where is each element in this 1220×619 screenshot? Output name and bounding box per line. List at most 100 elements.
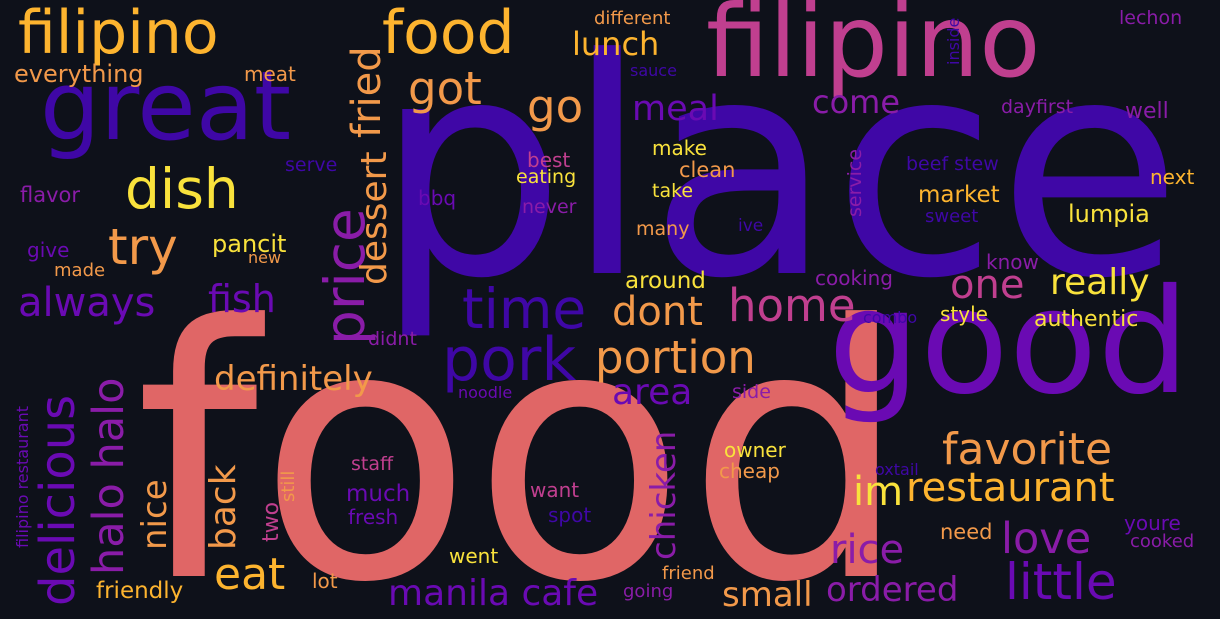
word-different-47: different (594, 8, 671, 29)
word-pancit-21: pancit (212, 230, 287, 258)
word-spot-89: spot (548, 503, 592, 527)
word-give-70: give (27, 238, 70, 262)
word-ive-69: ive (738, 216, 764, 236)
word-chicken-34: chicken (644, 430, 684, 560)
word-going-99: going (623, 581, 674, 602)
word-well-52: well (1125, 99, 1169, 124)
word-delicious-31: delicious (30, 394, 86, 606)
word-dont-26: dont (612, 289, 703, 335)
word-friend-97: friend (662, 563, 715, 584)
word-two-87: two (259, 501, 284, 542)
word-love-41: love (1001, 514, 1092, 564)
word-flavor-65: flavor (20, 183, 81, 207)
word-many-68: many (636, 218, 690, 240)
word-lumpia-64: lumpia (1068, 200, 1150, 228)
word-filipino-3: filipino (706, 0, 1041, 100)
word-place-0: place (375, 0, 1183, 344)
word-fish-20: fish (208, 277, 276, 321)
word-made-71: made (54, 260, 106, 281)
word-best-54: best (527, 148, 571, 172)
word-filipino-5: filipino (18, 0, 219, 68)
word-rice-40: rice (830, 527, 905, 573)
word-fried-11: fried (344, 46, 390, 138)
word-dish-7: dish (125, 157, 239, 221)
word-sweet-63: sweet (925, 206, 979, 227)
word-clean-56: clean (679, 158, 736, 182)
word-youre-94: youre (1124, 511, 1181, 535)
word-cooked-95: cooked (1130, 531, 1195, 552)
word-meat-16: meat (244, 62, 296, 86)
word-small-44: small (722, 575, 813, 615)
word-serve-53: serve (285, 154, 338, 176)
word-style-77: style (940, 302, 988, 326)
word-combo-76: combo (863, 308, 918, 327)
word-side-81: side (732, 381, 771, 403)
word-manila-cafe-43: manila cafe (388, 573, 599, 614)
word-eating-60: eating (516, 166, 577, 188)
word-restaurant-37: restaurant (906, 465, 1115, 511)
word-great-4: great (40, 52, 292, 162)
word-go-10: go (527, 80, 584, 133)
word-service-57: service (844, 148, 866, 217)
word-friendly-46: friendly (96, 578, 184, 604)
word-know-75: know (986, 250, 1039, 274)
word-home-23: home (728, 279, 856, 332)
word-pork-27: pork (442, 325, 577, 395)
word-nice-38: nice (135, 479, 175, 550)
word-definitely-29: definitely (214, 359, 373, 399)
word-always-19: always (18, 280, 156, 326)
word-went-96: went (449, 544, 499, 568)
word-take-61: take (652, 180, 694, 202)
word-want-88: want (530, 478, 580, 502)
word-authentic-78: authentic (1034, 307, 1139, 332)
word-lunch-12: lunch (572, 25, 660, 63)
word-sauce-50: sauce (630, 61, 677, 80)
word-eat-39: eat (214, 549, 286, 600)
word-beef-stew-58: beef stew (906, 153, 999, 175)
word-filipino-restaurant-82: filipino restaurant (13, 405, 32, 548)
word-fresh-86: fresh (348, 505, 399, 529)
word-little-42: little (1005, 553, 1117, 611)
word-oxtail-92: oxtail (875, 460, 919, 479)
word-bbq-66: bbq (418, 186, 457, 210)
word-need-93: need (940, 520, 993, 544)
word-make-55: make (652, 136, 707, 160)
word-come-14: come (812, 83, 901, 121)
word-meal-13: meal (632, 89, 719, 129)
word-around-73: around (625, 268, 706, 294)
word-favorite-35: favorite (942, 424, 1113, 475)
word-market-62: market (918, 182, 1000, 208)
word-halo-halo-32: halo halo (84, 377, 134, 575)
word-lot-98: lot (312, 569, 338, 593)
word-really-25: really (1050, 262, 1150, 303)
word-everything-15: everything (14, 60, 144, 88)
word-dayfirst-51: dayfirst (1001, 96, 1074, 118)
word-cooking-74: cooking (815, 266, 893, 290)
word-staff-84: staff (351, 453, 394, 475)
word-area-30: area (612, 372, 693, 413)
word-next-59: next (1150, 165, 1195, 189)
word-dessert-18: dessert (354, 151, 395, 285)
word-ordered-45: ordered (826, 570, 959, 610)
word-still-83: still (278, 470, 299, 502)
word-back-33: back (203, 464, 244, 550)
word-portion-28: portion (595, 331, 756, 384)
word-noodle-80: noodle (458, 383, 513, 402)
word-lechon-48: lechon (1119, 7, 1183, 29)
word-owner-90: owner (724, 438, 786, 462)
word-inside-49: inside (944, 17, 963, 65)
word-food-6: food (382, 0, 515, 68)
word-much-85: much (346, 481, 411, 507)
word-time-22: time (462, 277, 587, 341)
word-never-67: never (522, 196, 577, 218)
word-new-72: new (248, 248, 282, 267)
word-got-9: got (408, 62, 482, 115)
word-didnt-79: didnt (368, 328, 417, 350)
word-one-24: one (950, 262, 1025, 308)
word-food-1: food (135, 251, 909, 619)
word-cheap-91: cheap (719, 459, 780, 483)
word-try-8: try (108, 218, 178, 276)
word-im-36: im (853, 469, 904, 515)
word-good-2: good (828, 258, 1190, 427)
